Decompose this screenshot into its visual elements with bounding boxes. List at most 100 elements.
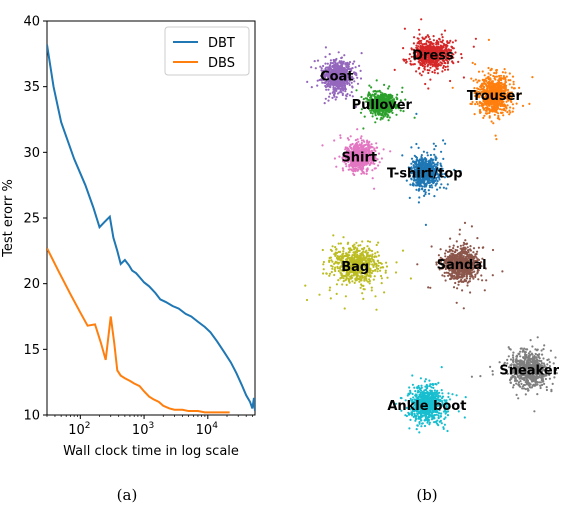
scatter-point	[354, 255, 358, 258]
scatter-point	[451, 41, 454, 44]
scatter-point	[356, 138, 359, 141]
scatter-point	[494, 107, 497, 110]
scatter-point	[428, 186, 432, 189]
scatter-point	[412, 48, 415, 51]
scatter-point	[435, 54, 438, 57]
scatter-point	[445, 43, 448, 46]
scatter-point	[454, 51, 457, 54]
scatter-point	[330, 259, 333, 262]
scatter-point	[377, 95, 380, 98]
scatter-point	[421, 43, 424, 46]
scatter-point	[346, 82, 349, 86]
scatter-point	[423, 43, 426, 46]
scatter-point	[368, 282, 371, 285]
scatter-point	[492, 109, 495, 112]
scatter-point	[423, 194, 426, 197]
scatter-point	[331, 96, 334, 99]
scatter-point	[334, 246, 337, 249]
scatter-point	[371, 177, 374, 180]
scatter-point	[446, 68, 450, 71]
scatter-point	[487, 104, 490, 107]
scatter-point	[445, 187, 448, 190]
scatter-point	[359, 252, 362, 255]
scatter-point	[353, 281, 356, 284]
scatter-point	[351, 85, 354, 88]
scatter-point	[472, 79, 475, 82]
scatter-point	[493, 71, 496, 75]
scatter-point	[337, 79, 340, 82]
caption-a: (a)	[117, 486, 138, 504]
scatter-point	[415, 46, 418, 49]
scatter-point	[382, 100, 385, 103]
scatter-point	[332, 86, 335, 89]
scatter-point	[431, 63, 434, 66]
scatter-point	[372, 258, 375, 262]
scatter-point	[504, 71, 507, 74]
scatter-point	[375, 265, 378, 268]
scatter-point	[511, 75, 515, 78]
scatter-point	[413, 154, 416, 157]
scatter-point	[360, 284, 364, 287]
scatter-point	[313, 60, 316, 63]
scatter-point	[373, 98, 376, 101]
scatter-point	[354, 144, 357, 147]
scatter-point	[499, 108, 502, 111]
scatter-point	[505, 75, 508, 78]
scatter-point	[353, 60, 356, 63]
scatter-point	[479, 111, 482, 114]
scatter-point	[323, 73, 326, 76]
scatter-point	[498, 84, 502, 88]
scatter-point	[372, 102, 375, 105]
scatter-point	[379, 269, 382, 272]
scatter-point	[329, 61, 332, 64]
scatter-point	[323, 102, 326, 105]
scatter-point	[339, 73, 343, 76]
scatter-point	[342, 62, 345, 65]
scatter-point	[496, 117, 499, 120]
scatter-point	[385, 265, 389, 268]
scatter-point	[378, 112, 381, 115]
scatter-point	[381, 103, 384, 106]
scatter-point	[435, 57, 438, 60]
y-tick-label: 40	[23, 15, 40, 30]
scatter-point	[486, 112, 489, 115]
x-tick-label: 102	[68, 421, 90, 438]
scatter-point	[343, 307, 346, 310]
legend: DBT DBS	[164, 26, 250, 76]
scatter-point	[446, 183, 449, 186]
scatter-point	[427, 181, 431, 184]
scatter-point	[370, 103, 373, 106]
scatter-point	[399, 99, 402, 102]
scatter-point	[348, 94, 352, 97]
scatter-point	[460, 53, 463, 56]
scatter-point	[433, 48, 436, 52]
scatter-point	[320, 67, 323, 70]
scatter-point	[321, 248, 324, 252]
scatter-point	[422, 47, 425, 50]
scatter-point	[473, 113, 476, 116]
scatter-point	[362, 248, 365, 251]
scatter-point	[328, 272, 332, 275]
scatter-point	[487, 38, 490, 42]
scatter-point	[477, 79, 480, 82]
scatter-point	[500, 78, 503, 82]
scatter-point	[370, 286, 373, 289]
scatter-point	[388, 116, 391, 119]
scatter-point	[380, 274, 383, 278]
scatter-point	[383, 83, 386, 86]
scatter-point	[371, 108, 374, 111]
scatter-point	[349, 68, 352, 71]
scatter-point	[419, 44, 422, 47]
scatter-point	[330, 82, 333, 85]
scatter-point	[429, 78, 432, 81]
scatter-point	[420, 42, 423, 45]
scatter-point	[410, 55, 413, 58]
scatter-point	[360, 95, 363, 99]
scatter-point	[365, 97, 369, 100]
scatter-point	[408, 53, 411, 56]
scatter-point	[495, 75, 498, 78]
scatter-point	[382, 266, 385, 269]
scatter-point	[359, 255, 362, 258]
scatter-point	[336, 73, 340, 76]
